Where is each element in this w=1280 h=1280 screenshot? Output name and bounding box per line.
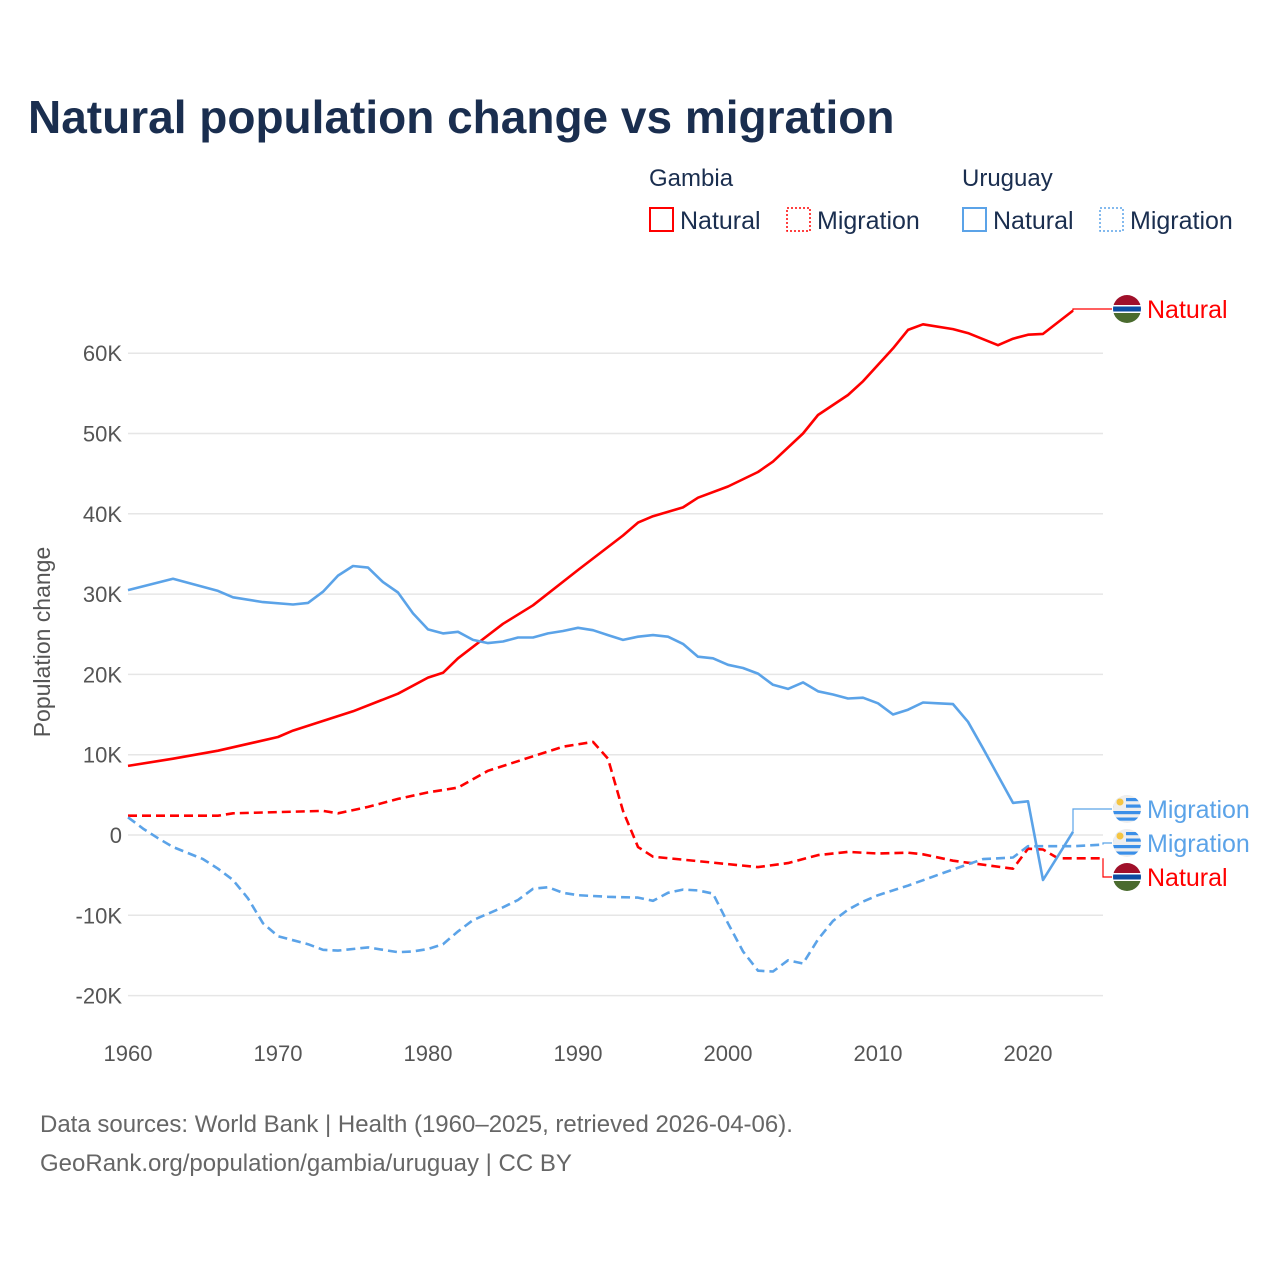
x-tick-label: 2020 — [1004, 1041, 1053, 1066]
uruguay-flag-icon — [1113, 795, 1141, 823]
end-label-uruguay-natural: Migration — [1147, 796, 1250, 824]
gambia-flag-icon — [1113, 863, 1141, 891]
series-line-uruguay-natural — [127, 564, 1075, 882]
flag-sun — [1116, 832, 1124, 840]
flag-stripe — [1113, 798, 1141, 802]
flag-stripe — [1113, 863, 1141, 873]
flag-stripe — [1113, 295, 1141, 305]
x-tick-label: 2000 — [704, 1041, 753, 1066]
flag-stripe — [1113, 838, 1141, 842]
chart-title: Natural population change vs migration — [28, 91, 894, 143]
legend-item-migration[interactable]: Migration — [1130, 207, 1233, 235]
flag-sun — [1116, 798, 1124, 806]
leader-line — [1102, 842, 1112, 845]
gambia-flag-icon — [1113, 295, 1141, 323]
y-tick-label: 30K — [83, 582, 122, 607]
legend-swatch — [962, 207, 987, 232]
end-label-gambia-migration: Natural — [1147, 864, 1228, 892]
flag-stripe — [1113, 306, 1141, 312]
x-tick-label: 2010 — [854, 1041, 903, 1066]
legend: Gambia Natural Migration Uruguay Natural Migr… — [649, 165, 1233, 235]
series-line-gambia-natural — [127, 309, 1074, 768]
y-tick-label: -20K — [76, 984, 123, 1009]
x-tick-label: 1990 — [554, 1041, 603, 1066]
x-tick-label: 1960 — [104, 1041, 153, 1066]
footer-link[interactable]: GeoRank.org/population/gambia/uruguay | … — [40, 1150, 572, 1177]
y-tick-label: 50K — [83, 422, 122, 447]
grid: -20K -10K 0 10K 20K 30K 40K 50K 60K 1960 1970 1980 1… — [76, 341, 1103, 1066]
y-tick-label: 60K — [83, 341, 122, 366]
flag-stripe — [1113, 804, 1141, 808]
leader-line — [1072, 308, 1112, 311]
flag-stripe — [1113, 313, 1141, 323]
flag-stripe — [1113, 817, 1141, 821]
flag-stripe — [1113, 874, 1141, 880]
end-label-gambia-natural: Natural — [1147, 296, 1228, 324]
legend-group-title: Uruguay — [962, 165, 1053, 192]
flag-stripe — [1113, 811, 1141, 815]
y-tick-label: 20K — [83, 662, 122, 687]
y-tick-label: -10K — [76, 903, 123, 928]
end-labels: Natural Natural Migration Migration — [1072, 295, 1250, 892]
legend-swatch — [1099, 207, 1124, 232]
y-axis-label: Population change — [29, 547, 55, 738]
series-line-gambia-migration — [128, 740, 1103, 870]
flag-stripe — [1113, 851, 1141, 855]
x-tick-label: 1970 — [254, 1041, 303, 1066]
legend-item-migration[interactable]: Migration — [817, 207, 920, 235]
end-label-uruguay-migration: Migration — [1147, 830, 1250, 858]
legend-swatch — [786, 207, 811, 232]
uruguay-flag-icon — [1113, 829, 1141, 857]
legend-item-natural[interactable]: Natural — [680, 207, 761, 235]
y-tick-label: 0 — [110, 823, 122, 848]
footer-source: Data sources: World Bank | Health (1960–… — [40, 1111, 793, 1138]
legend-item-natural[interactable]: Natural — [993, 207, 1074, 235]
y-tick-label: 40K — [83, 502, 122, 527]
series-line-uruguay-migration — [127, 816, 1104, 973]
legend-swatch — [649, 207, 674, 232]
leader-line — [1072, 808, 1112, 832]
leader-line — [1102, 858, 1112, 878]
legend-group-title: Gambia — [649, 165, 734, 192]
x-tick-label: 1980 — [404, 1041, 453, 1066]
y-tick-label: 10K — [83, 743, 122, 768]
series-group — [127, 309, 1104, 973]
flag-stripe — [1113, 881, 1141, 891]
flag-stripe — [1113, 832, 1141, 836]
flag-stripe — [1113, 845, 1141, 849]
